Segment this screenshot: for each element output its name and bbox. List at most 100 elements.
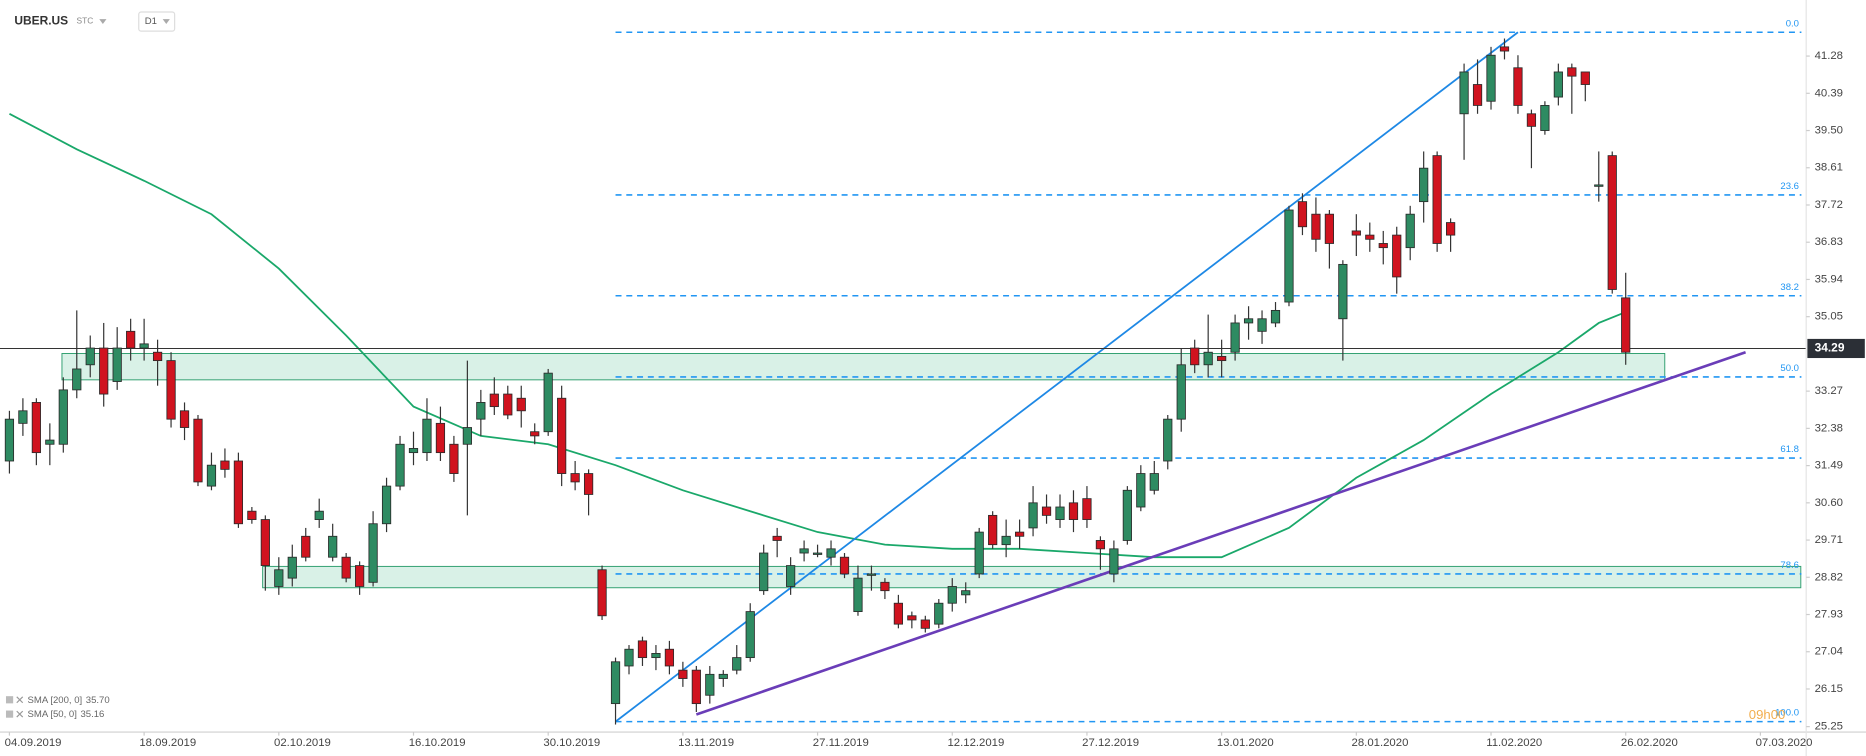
y-tick-label: 35.05 xyxy=(1815,311,1843,323)
candle-body xyxy=(1230,322,1240,353)
candle-body xyxy=(530,431,540,437)
legend-icon[interactable] xyxy=(5,710,14,718)
candle-body xyxy=(1176,364,1186,420)
x-tick-label: 26.02.2020 xyxy=(1621,737,1678,749)
y-tick-label: 27.04 xyxy=(1815,646,1843,658)
candle-body xyxy=(934,602,944,625)
x-tick-label: 13.11.2019 xyxy=(678,737,734,749)
y-tick-label: 28.82 xyxy=(1815,571,1843,583)
support-zone xyxy=(262,565,1802,589)
support-zone xyxy=(61,353,1666,381)
interval[interactable]: D1 xyxy=(145,16,157,27)
candle-body xyxy=(435,422,446,454)
y-tick-label: 35.94 xyxy=(1815,273,1843,285)
last-price-box xyxy=(1807,338,1865,359)
interval-arrow[interactable] xyxy=(162,19,170,24)
candle-body xyxy=(1580,71,1590,85)
y-tick-label: 27.93 xyxy=(1815,609,1843,621)
candle-body xyxy=(489,393,499,408)
candle-body xyxy=(651,653,661,659)
candle-body xyxy=(624,648,634,667)
x-tick-label: 04.09.2019 xyxy=(5,737,62,749)
x-tick-label: 18.09.2019 xyxy=(139,737,196,749)
y-tick-label: 32.38 xyxy=(1815,422,1843,434)
candle-body xyxy=(1041,506,1052,516)
candle-body xyxy=(72,368,82,391)
candle-body xyxy=(839,556,850,575)
candle-body xyxy=(314,510,324,520)
trend-line xyxy=(695,350,1747,716)
y-tick-label: 40.39 xyxy=(1815,87,1843,99)
candle-body xyxy=(866,573,877,576)
candle-body xyxy=(1338,263,1348,320)
candle-body xyxy=(1594,184,1604,187)
candle-body xyxy=(31,402,41,454)
candle-body xyxy=(1095,540,1106,550)
candle-body xyxy=(974,531,984,575)
candle-body xyxy=(1405,213,1415,249)
candle-body xyxy=(139,343,149,349)
candle-body xyxy=(193,418,203,483)
candle-body xyxy=(368,523,378,583)
x-tick-label: 30.10.2019 xyxy=(543,737,600,749)
candle-body xyxy=(583,473,594,495)
candle-body xyxy=(1432,155,1442,244)
legend-icon[interactable] xyxy=(5,696,14,704)
candle-body xyxy=(893,602,903,625)
candle-body xyxy=(1068,502,1079,520)
candle-body xyxy=(1446,222,1456,236)
candle-body xyxy=(907,615,917,621)
candle-body xyxy=(233,460,244,525)
mode-arrow[interactable] xyxy=(99,19,107,24)
candle-body xyxy=(1297,201,1308,228)
fib-label: 100.0 xyxy=(1775,708,1799,719)
candle-body xyxy=(1001,535,1011,546)
candle-body xyxy=(152,351,163,362)
candle-body xyxy=(1014,531,1025,537)
mode[interactable]: STC xyxy=(77,16,94,26)
candle-body xyxy=(45,439,55,445)
candle-body xyxy=(759,552,769,592)
candle-body xyxy=(1149,473,1159,491)
legend-close[interactable] xyxy=(16,696,24,704)
candle-body xyxy=(1190,347,1200,366)
candle-body xyxy=(395,443,405,487)
candle-body xyxy=(1378,243,1388,249)
candle-body xyxy=(1540,105,1550,131)
candle-body xyxy=(678,669,688,679)
candle-body xyxy=(1607,155,1617,290)
y-tick-label: 26.15 xyxy=(1815,683,1843,695)
legend-close[interactable] xyxy=(16,710,24,718)
candle-body xyxy=(1486,54,1496,102)
symbol: UBER.US xyxy=(14,14,68,28)
candle-body xyxy=(1621,297,1631,353)
legend-name: SMA [200, 0] xyxy=(28,694,83,705)
candle-body xyxy=(745,611,755,659)
interval-box[interactable] xyxy=(138,11,176,32)
candle-body xyxy=(1122,489,1132,541)
fib-label: 23.6 xyxy=(1780,181,1799,192)
legend-name: SMA [50, 0] xyxy=(28,709,77,720)
candle-body xyxy=(772,535,782,541)
candle-body xyxy=(1243,318,1254,324)
x-tick-label: 16.10.2019 xyxy=(409,737,466,749)
candle-body xyxy=(1553,71,1563,98)
candle-body xyxy=(732,657,742,671)
candle-body xyxy=(4,418,15,462)
candle-body xyxy=(422,418,432,454)
last-price-label: 34.29 xyxy=(1815,341,1845,355)
x-tick-label: 02.10.2019 xyxy=(274,737,331,749)
y-tick-label: 41.28 xyxy=(1815,50,1843,62)
candle-body xyxy=(637,640,648,659)
candle-body xyxy=(718,673,728,679)
candle-body xyxy=(1365,234,1375,240)
candle-body xyxy=(691,669,701,705)
candle-body xyxy=(1136,473,1146,508)
candle-body xyxy=(1270,309,1281,324)
candle-body xyxy=(705,673,715,696)
legend-entry: SMA [50, 0] 35.16 xyxy=(28,709,105,720)
candle-body xyxy=(1055,506,1065,520)
candle-body xyxy=(166,360,176,420)
